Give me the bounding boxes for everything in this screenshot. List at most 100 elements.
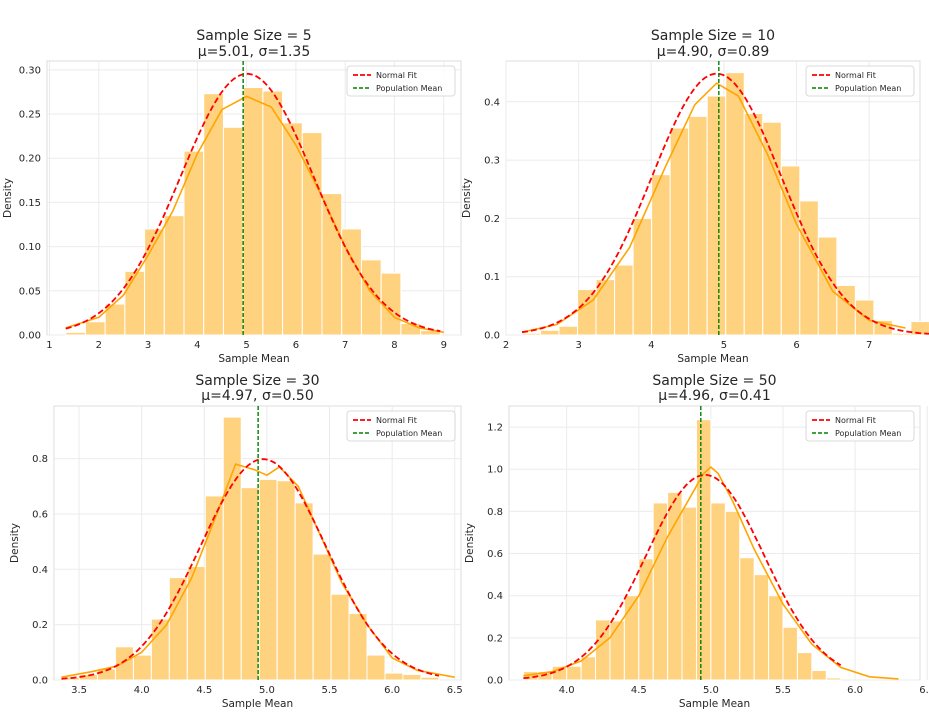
- x-tick-label: 3.5: [71, 685, 87, 696]
- x-tick-label: 5.0: [259, 685, 275, 696]
- legend-label-normal-fit: Normal Fit: [835, 71, 876, 80]
- histogram-bar: [186, 566, 206, 681]
- histogram-bar: [242, 87, 264, 336]
- normal-fit-line: [61, 458, 440, 680]
- histogram-bar: [725, 72, 745, 336]
- histogram-bar: [321, 193, 343, 336]
- x-tick-label: 2: [503, 340, 509, 351]
- histogram-bar: [651, 174, 671, 336]
- subplot-3: 3.5 4.0 4.5 5.0 5.5 6.0 6.5 0.0 0.2 0.4 0.6 0.8 Samp…: [9, 373, 463, 710]
- legend-box: [805, 410, 915, 442]
- histogram-bar: [114, 646, 134, 681]
- histogram-bar: [132, 654, 152, 681]
- x-tick-label: 9: [441, 340, 447, 351]
- histogram-bar: [652, 502, 669, 681]
- y-tick-label: 0.25: [19, 110, 41, 121]
- histogram-bar: [276, 480, 296, 681]
- histogram-bar: [638, 558, 654, 681]
- histogram-bar: [521, 332, 541, 336]
- y-tick-label: 0.1: [484, 272, 500, 283]
- y-tick-label: 0.15: [19, 198, 41, 209]
- histogram-bar: [710, 502, 726, 681]
- y-tick-label: 0.00: [19, 331, 41, 342]
- x-tick-label: 4.0: [134, 685, 150, 696]
- histogram-bar: [753, 574, 770, 681]
- subplot-subtitle: μ=4.96, σ=0.41: [658, 388, 771, 404]
- histogram-bar: [669, 127, 690, 336]
- histogram-bar: [420, 676, 440, 681]
- histogram-bar: [366, 654, 386, 681]
- histogram-bar: [595, 279, 616, 336]
- normal-fit-line: [521, 72, 929, 335]
- x-tick-label: 3: [575, 340, 581, 351]
- subplot-subtitle: μ=5.01, σ=1.35: [198, 44, 311, 60]
- histogram-bar: [780, 165, 801, 336]
- histogram-bar: [282, 122, 303, 336]
- legend-label-normal-fit: Normal Fit: [376, 416, 417, 425]
- histogram-bar: [739, 557, 755, 681]
- legend-box: [805, 65, 915, 97]
- x-tick-label: 7: [866, 340, 872, 351]
- histogram-bar: [609, 620, 625, 681]
- histogram-bar: [294, 502, 314, 681]
- histogram-bar: [891, 332, 912, 336]
- x-tick-label: 4: [648, 340, 654, 351]
- kde-line: [523, 466, 899, 680]
- legend-label-population-mean: Population Mean: [835, 429, 901, 438]
- x-tick-label: 4.5: [196, 685, 212, 696]
- x-tick-label: 6.5: [919, 685, 929, 696]
- legend: Normal Fit Population Mean: [805, 65, 915, 97]
- subplot-1: 1 2 3 4 5 6 7 8 9 0.00 0.05 0.10 0.15 0.20 0.25 0.30 Sam…: [2, 28, 462, 365]
- x-tick-label: 5: [243, 340, 249, 351]
- y-tick-label: 1.2: [487, 423, 503, 434]
- histogram-bar: [312, 553, 332, 681]
- subplot-subtitle: μ=4.97, σ=0.50: [201, 388, 314, 404]
- subplot-subtitle: μ=4.90, σ=0.89: [657, 44, 770, 60]
- histogram-bar: [348, 613, 368, 681]
- legend-box: [346, 65, 456, 97]
- histogram-bar: [595, 619, 611, 681]
- y-tick-label: 0.8: [487, 507, 503, 518]
- histogram-bar: [558, 325, 579, 336]
- y-axis-label: Density: [9, 523, 21, 563]
- y-tick-label: 0.4: [484, 97, 500, 108]
- histogram-bar: [681, 506, 697, 681]
- y-tick-label: 0.2: [32, 620, 48, 631]
- histogram-bar: [580, 656, 597, 681]
- y-tick-label: 0.2: [487, 633, 503, 644]
- kde-line: [65, 95, 444, 334]
- legend-label-population-mean: Population Mean: [376, 84, 442, 93]
- subplot-title: Sample Size = 10: [651, 28, 775, 44]
- histogram-bar: [330, 593, 350, 681]
- kde-line: [521, 82, 906, 333]
- histogram-bar: [566, 665, 582, 681]
- histogram-bar: [632, 217, 653, 336]
- legend: Normal Fit Population Mean: [346, 65, 456, 97]
- y-tick-label: 0.0: [484, 331, 500, 342]
- legend-label-normal-fit: Normal Fit: [835, 416, 876, 425]
- histogram-bar: [811, 670, 827, 681]
- x-tick-label: 2: [96, 340, 102, 351]
- x-axis-label: Sample Mean: [679, 698, 750, 710]
- x-tick-label: 6: [293, 340, 299, 351]
- y-tick-label: 0.4: [487, 591, 503, 602]
- histogram-bar: [204, 495, 224, 681]
- histogram-bar: [84, 321, 106, 336]
- legend: Normal Fit Population Mean: [805, 410, 915, 442]
- histogram-bar: [782, 626, 798, 681]
- x-tick-label: 6.0: [847, 685, 863, 696]
- x-tick-label: 4.0: [559, 685, 575, 696]
- histogram-bar: [706, 95, 727, 336]
- subplot-title: Sample Size = 50: [652, 373, 776, 389]
- y-axis-label: Density: [464, 523, 476, 563]
- y-tick-label: 0.0: [32, 676, 48, 687]
- x-tick-label: 4: [194, 340, 200, 351]
- subplot-4: 4.0 4.5 5.0 5.5 6.0 6.5 0.0 0.2 0.4 0.6 0.8 1.0 1.2 S…: [464, 373, 929, 710]
- x-axis-label: Sample Mean: [218, 353, 289, 365]
- subplot-title: Sample Size = 30: [195, 373, 319, 389]
- histogram-bar: [222, 416, 242, 681]
- x-axis-label: Sample Mean: [677, 353, 748, 365]
- histogram-bar: [623, 595, 640, 681]
- histogram-bar: [796, 652, 813, 681]
- x-tick-label: 8: [391, 340, 397, 351]
